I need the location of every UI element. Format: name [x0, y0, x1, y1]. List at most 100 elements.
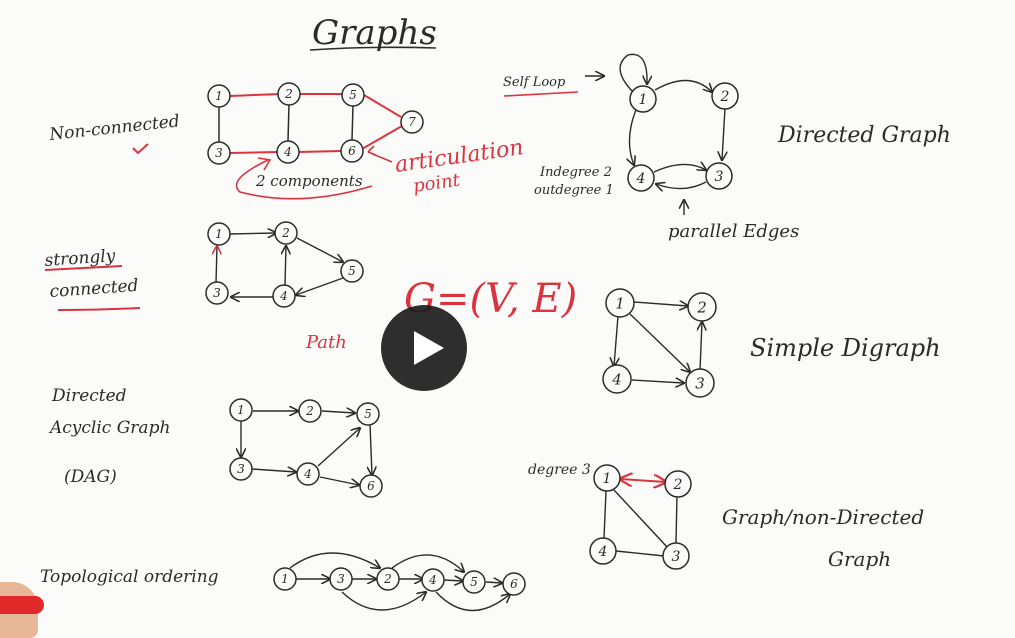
graph-node: 4 — [627, 164, 655, 192]
graph-node: 4 — [276, 140, 300, 164]
outdegree-label: outdegree 1 — [534, 183, 614, 198]
strongly-connected-section — [216, 233, 343, 297]
undirected-nodes: 1 2 4 3 — [589, 464, 692, 570]
node-label: 7 — [408, 115, 416, 129]
dag-label-abbrev: (DAG) — [64, 467, 117, 487]
graph-node: 3 — [329, 567, 353, 591]
node-label: 4 — [611, 370, 622, 388]
graph-node: 1 — [605, 288, 635, 318]
node-label: 3 — [213, 286, 221, 300]
node-label: 3 — [715, 169, 724, 185]
node-label: 2 — [720, 89, 730, 105]
node-label: 1 — [215, 89, 223, 103]
node-label: 4 — [428, 573, 437, 587]
node-label: 3 — [695, 374, 705, 392]
non-connected-label: Non-connected — [47, 111, 180, 145]
non-connected-section — [218, 93, 403, 200]
node-label: 3 — [672, 549, 681, 565]
node-label: 6 — [348, 144, 356, 158]
node-label: 5 — [348, 264, 356, 278]
node-label: 2 — [383, 572, 392, 586]
red-marker — [0, 596, 44, 614]
graph-node: 2 — [664, 470, 692, 498]
graph-node: 1 — [273, 567, 297, 591]
graph-node: 5 — [341, 83, 365, 107]
node-label: 4 — [279, 289, 288, 303]
directed-graph-nodes: 1 2 4 3 — [627, 82, 739, 192]
graph-node: 3 — [705, 162, 733, 190]
graph-node: 6 — [340, 139, 364, 163]
strongly-underline — [44, 265, 123, 271]
node-label: 2 — [305, 404, 314, 418]
node-label: 1 — [603, 471, 612, 487]
play-button[interactable] — [381, 305, 467, 391]
dag-nodes: 1 2 5 3 4 6 — [229, 398, 383, 498]
degree-note: degree 3 — [528, 462, 591, 478]
node-label: 5 — [470, 575, 478, 589]
graph-node: 1 — [229, 398, 253, 422]
node-label: 5 — [349, 88, 357, 102]
self-loop-label: Self Loop — [503, 75, 566, 90]
graph-node: 2 — [711, 82, 739, 110]
graph-node: 3 — [229, 457, 253, 481]
node-label: 4 — [283, 145, 292, 159]
graph-node: 1 — [207, 84, 231, 108]
components-note: 2 components — [255, 172, 363, 190]
node-label: 3 — [237, 462, 245, 476]
node-label: 1 — [615, 294, 625, 312]
indegree-label: Indegree 2 — [539, 165, 612, 180]
graph-node: 2 — [298, 399, 322, 423]
graph-node: 3 — [207, 141, 231, 165]
node-label: 1 — [639, 92, 648, 108]
node-label: 1 — [237, 403, 245, 417]
strongly-connected-nodes: 1 2 5 3 4 — [205, 221, 364, 308]
articulation-note: articulation — [393, 135, 525, 178]
node-label: 4 — [303, 467, 312, 481]
node-label: 1 — [281, 572, 289, 586]
connected-underline — [57, 307, 141, 311]
node-label: 5 — [364, 407, 372, 421]
simple-digraph-section — [614, 302, 702, 383]
dag-section — [241, 411, 372, 485]
undirected-label-line2: Graph — [828, 547, 891, 571]
topological-nodes: 1 3 2 4 5 6 — [273, 567, 526, 596]
graph-node: 1 — [593, 464, 621, 492]
topological-section — [289, 552, 510, 612]
node-label: 6 — [367, 479, 375, 493]
directed-graph-label: Directed Graph — [777, 123, 951, 148]
node-label: 4 — [636, 171, 646, 187]
graph-node: 2 — [687, 292, 717, 322]
node-label: 3 — [215, 146, 223, 160]
directed-graph-section — [503, 53, 725, 215]
connected-label: connected — [49, 276, 139, 302]
graph-node: 2 — [274, 221, 298, 245]
graph-node: 3 — [205, 281, 229, 305]
node-label: 3 — [337, 572, 345, 586]
node-label: 2 — [284, 87, 293, 101]
graph-node: 4 — [589, 537, 617, 565]
graph-node: 5 — [340, 259, 364, 283]
graph-node: 3 — [685, 368, 715, 398]
graph-node: 6 — [502, 572, 526, 596]
checkmark-icon — [132, 143, 149, 155]
graph-node: 6 — [359, 474, 383, 498]
page-title: Graphs — [312, 13, 437, 53]
articulation-arrow — [367, 145, 393, 163]
node-label: 2 — [673, 477, 683, 493]
graph-node: 5 — [462, 570, 486, 594]
node-label: 6 — [510, 577, 518, 591]
node-label: 1 — [215, 227, 223, 241]
graph-node: 2 — [376, 567, 400, 591]
play-icon — [414, 331, 444, 365]
simple-digraph-nodes: 1 2 4 3 — [602, 288, 717, 398]
graph-node: 1 — [629, 85, 657, 113]
undirected-section — [603, 479, 678, 557]
graph-node: 4 — [602, 364, 632, 394]
non-connected-nodes: 1 2 5 7 3 4 6 — [207, 82, 424, 165]
parallel-edges-label: parallel Edges — [668, 221, 799, 242]
graph-node: 3 — [662, 542, 690, 570]
node-label: 4 — [598, 544, 608, 560]
dag-label-acyclic: Acyclic Graph — [48, 418, 170, 438]
